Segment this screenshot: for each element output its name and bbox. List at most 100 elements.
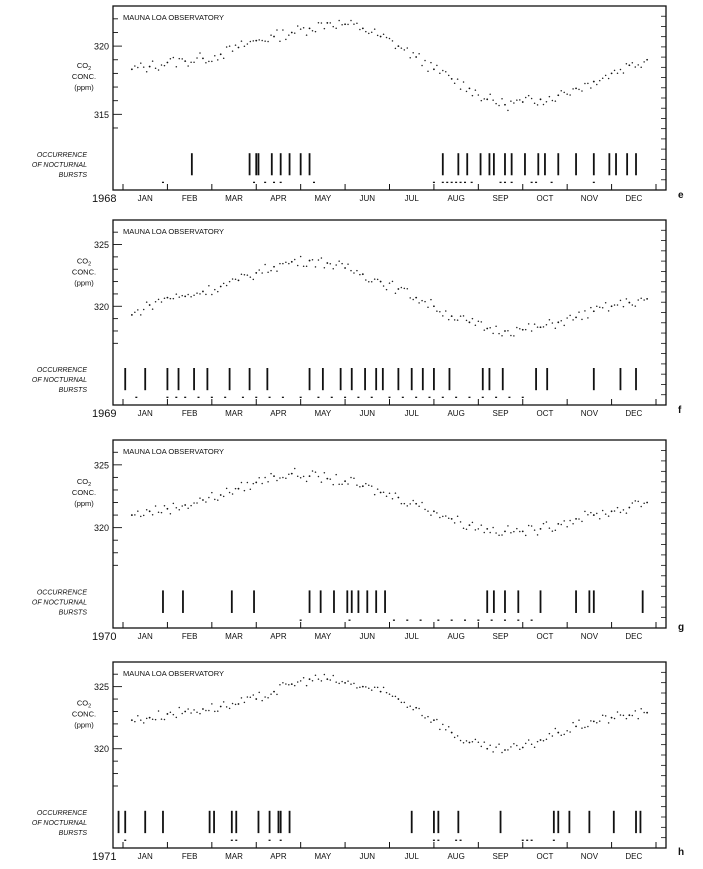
- data-point: [592, 720, 595, 723]
- data-point: [365, 30, 367, 33]
- data-point: [231, 493, 234, 495]
- burst-mark: [124, 810, 127, 834]
- burst-mark: [546, 368, 549, 391]
- y-tick-label: 320: [94, 744, 109, 754]
- data-point: [406, 505, 409, 507]
- data-point: [483, 329, 486, 331]
- data-point: [453, 82, 456, 84]
- data-point: [619, 511, 622, 514]
- data-point: [542, 739, 545, 742]
- data-point: [187, 507, 189, 509]
- data-point: [625, 717, 628, 720]
- data-point: [370, 281, 373, 283]
- burst-mark: [457, 810, 460, 834]
- data-point: [516, 326, 518, 329]
- data-point: [439, 728, 441, 731]
- burst-mark: [488, 368, 491, 391]
- month-label: AUG: [447, 194, 464, 203]
- data-point: [403, 701, 406, 704]
- burst-mark: [279, 153, 282, 176]
- data-point: [601, 307, 604, 309]
- month-label: SEP: [493, 194, 509, 203]
- burst-dot: [450, 619, 453, 621]
- y-axis-label-co2: CO2: [77, 256, 91, 267]
- data-point: [394, 292, 397, 295]
- burst-mark: [437, 810, 440, 834]
- data-point: [255, 272, 258, 274]
- burst-mark: [177, 368, 180, 391]
- burst-dot: [299, 396, 302, 398]
- burst-dot: [124, 839, 127, 841]
- data-point: [572, 88, 574, 90]
- burst-dot: [281, 396, 284, 398]
- data-point: [290, 260, 293, 263]
- data-point: [453, 319, 456, 321]
- month-label: OCT: [537, 632, 554, 641]
- data-point: [527, 94, 530, 97]
- data-point: [376, 686, 379, 689]
- month-label: OCT: [537, 194, 554, 203]
- burst-dot: [401, 396, 404, 398]
- data-point: [521, 530, 524, 533]
- data-point: [554, 100, 557, 102]
- data-point: [557, 731, 560, 734]
- data-point: [456, 735, 459, 737]
- data-point: [276, 270, 278, 272]
- burst-dot: [264, 181, 267, 184]
- month-label: MAR: [225, 632, 243, 641]
- data-point: [397, 698, 400, 700]
- plot-frame: [112, 5, 667, 191]
- data-point: [590, 720, 592, 722]
- month-label: JAN: [138, 632, 153, 641]
- burst-mark: [279, 810, 282, 834]
- data-point: [406, 706, 409, 709]
- data-point: [406, 287, 409, 290]
- data-point: [211, 293, 213, 296]
- data-point: [418, 707, 420, 710]
- burst-mark: [193, 368, 195, 391]
- data-point: [403, 502, 406, 505]
- plot-frame: [112, 439, 667, 629]
- data-point: [208, 60, 210, 63]
- burst-dot: [464, 619, 467, 621]
- data-point: [471, 317, 474, 320]
- data-point: [370, 31, 373, 33]
- data-point: [350, 269, 352, 272]
- data-point: [530, 525, 533, 527]
- data-point: [474, 738, 477, 741]
- data-point: [282, 262, 284, 265]
- data-point: [433, 719, 435, 722]
- data-point: [578, 518, 580, 520]
- data-point: [445, 310, 447, 312]
- burst-dot: [490, 619, 493, 621]
- data-point: [610, 510, 613, 513]
- burst-mark: [206, 368, 209, 391]
- month-label: JUN: [360, 632, 376, 641]
- data-point: [314, 30, 317, 33]
- data-point: [202, 499, 204, 501]
- data-point: [246, 696, 249, 698]
- burst-dot: [210, 396, 213, 398]
- data-point: [148, 304, 151, 306]
- data-point: [495, 102, 497, 105]
- data-point: [557, 321, 560, 324]
- month-label: JUN: [360, 852, 376, 861]
- burst-dot: [428, 396, 431, 398]
- data-point: [456, 319, 459, 321]
- data-point: [187, 293, 189, 296]
- burst-mark: [486, 590, 489, 613]
- observatory-label: MAUNA LOA OBSERVATORY: [123, 669, 224, 678]
- burst-dot: [317, 396, 320, 398]
- data-point: [166, 296, 169, 299]
- burst-mark: [190, 153, 193, 176]
- data-point: [160, 301, 163, 303]
- burst-dot: [312, 181, 315, 184]
- data-point: [199, 712, 201, 715]
- data-point: [359, 28, 361, 31]
- y-axis-label-co2: CO2: [77, 477, 91, 488]
- data-point: [634, 710, 637, 712]
- observatory-label: MAUNA LOA OBSERVATORY: [123, 447, 224, 456]
- data-point: [222, 57, 225, 59]
- burst-dot: [468, 396, 471, 398]
